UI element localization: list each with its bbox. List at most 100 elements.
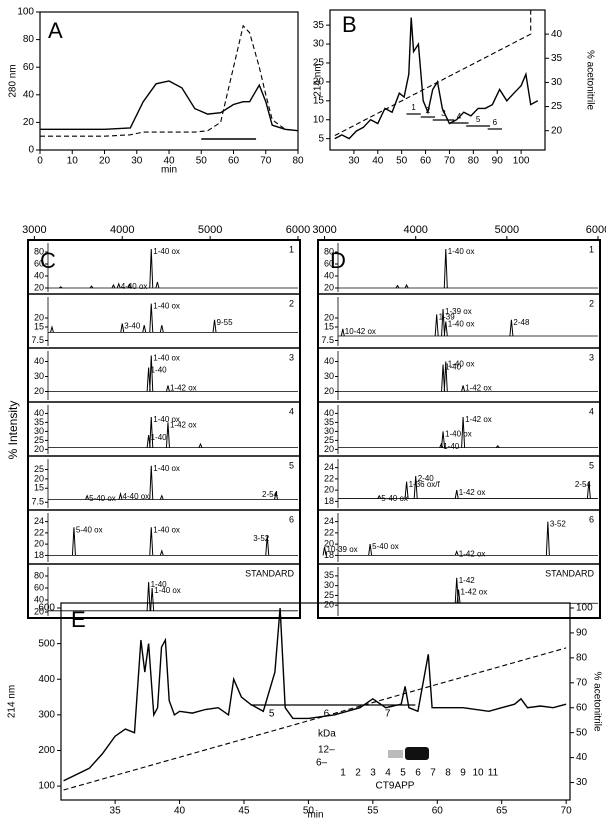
fraction-label: 1 <box>411 103 416 112</box>
row-label: 2 <box>289 298 294 308</box>
fraction-label: 5 <box>476 115 481 124</box>
x-tick-label: 30 <box>131 156 143 167</box>
y-tick-label: 20 <box>34 386 44 396</box>
x-tick-label: 90 <box>492 156 504 167</box>
y-tick-label: 40 <box>324 408 334 418</box>
y-tick-label: 40 <box>34 594 44 604</box>
y-tick-label: 35 <box>324 417 334 427</box>
gel-band <box>388 750 403 758</box>
fraction-label: 5 <box>269 709 275 720</box>
y-tick-label: 22 <box>34 527 44 537</box>
peak <box>149 527 154 556</box>
peak-label: 1-42 ox <box>170 384 197 393</box>
y-tick-label: 22 <box>324 473 334 483</box>
x-axis-label: min <box>161 165 177 176</box>
y-tick-label: 20 <box>324 282 334 292</box>
peak <box>395 284 400 289</box>
peak-label: 5-40 ox <box>76 525 103 534</box>
lane-label: 8 <box>445 768 451 779</box>
x-tick-label: 60 <box>432 806 444 817</box>
y-tick-label: 30 <box>324 426 334 436</box>
peak <box>165 422 170 448</box>
y-tick-label: 25 <box>34 435 44 445</box>
y-tick-label: 15 <box>34 321 44 331</box>
y2-tick-label: 30 <box>551 77 563 88</box>
x-tick-label: 0 <box>37 156 43 167</box>
peak <box>149 416 154 448</box>
y-tick-label: 80 <box>23 34 35 45</box>
peak-label: 9-55 <box>217 318 234 327</box>
peak-label: 1-40 ox <box>153 354 180 363</box>
row-label: 3 <box>589 352 594 362</box>
peak <box>198 442 203 448</box>
peak-label: 1-40 <box>445 363 462 372</box>
peak-label: 2-54 <box>262 490 279 499</box>
x-tick-label: 3000 <box>22 224 46 236</box>
x-tick-label: 70 <box>561 806 573 817</box>
x-tick-label: 40 <box>174 806 186 817</box>
y-tick-label: 40 <box>34 408 44 418</box>
y-tick-label: 18 <box>34 550 44 560</box>
peak-label: 1-36 ox/f <box>409 480 441 489</box>
gel-marker: 12– <box>318 745 335 756</box>
panel-letter: A <box>48 18 63 43</box>
y-tick-label: 7.5 <box>321 335 334 345</box>
x-tick-label: 100 <box>513 156 530 167</box>
gel-unit: kDa <box>318 729 336 740</box>
peak <box>159 325 164 333</box>
peak <box>404 283 409 289</box>
trace-line <box>63 607 567 782</box>
lane-label: 11 <box>488 768 499 779</box>
peak-label: 1-39 <box>439 313 456 322</box>
peak <box>441 431 446 448</box>
trace-line <box>334 17 539 140</box>
peak <box>443 361 448 392</box>
panel-frame <box>27 239 301 619</box>
row-label: 1 <box>589 244 594 254</box>
peak <box>443 321 448 337</box>
peak-label: 1-42 ox <box>465 415 492 424</box>
y-tick-label: 20 <box>34 444 44 454</box>
gel-marker: 6– <box>316 758 328 769</box>
y-tick-label: 22 <box>324 527 334 537</box>
peak <box>413 476 418 499</box>
peak-label: 2-54 <box>575 480 592 489</box>
peak <box>159 549 164 556</box>
row-label: 6 <box>289 514 294 524</box>
peak <box>155 281 160 289</box>
peak-label: 1-40 <box>151 580 168 589</box>
y-axis-label: 214 nm <box>313 63 324 96</box>
y-axis-label: 214 nm <box>7 685 18 718</box>
y-tick-label: 20 <box>34 606 44 616</box>
peak <box>461 385 466 392</box>
x-axis-label: min <box>307 810 323 818</box>
peak <box>85 494 90 500</box>
panel-frame <box>317 239 601 619</box>
trace-line <box>40 80 299 132</box>
peak-label: 1-42 ox <box>459 488 486 497</box>
y-axis-label: 280 nm <box>8 64 19 97</box>
peak-label: 5-40 ox <box>89 494 116 503</box>
y-tick-label: 24 <box>34 516 44 526</box>
peak <box>127 283 132 289</box>
peak-label: 1-40 ox <box>153 525 180 534</box>
y-tick-label: 20 <box>324 485 334 495</box>
y-tick-label: 500 <box>38 638 55 649</box>
peak-label: 1-40 ox <box>154 586 181 595</box>
x-tick-label: 70 <box>260 156 272 167</box>
y-tick-label: 60 <box>23 62 35 73</box>
peak <box>368 544 373 556</box>
y-tick-label: 40 <box>34 270 44 280</box>
peak <box>265 535 270 556</box>
y-tick-label: 15 <box>313 95 325 106</box>
peak-label: 4-40 ox <box>121 282 148 291</box>
peak <box>212 319 217 333</box>
y-tick-label: 25 <box>324 435 334 445</box>
y-tick-label: 24 <box>324 462 334 472</box>
peak <box>58 286 63 289</box>
row-label: 4 <box>289 406 294 416</box>
row-label: 1 <box>289 244 294 254</box>
plot-frame <box>329 9 546 151</box>
x-tick-label: 6000 <box>286 224 310 236</box>
x-tick-label: 50 <box>303 806 315 817</box>
